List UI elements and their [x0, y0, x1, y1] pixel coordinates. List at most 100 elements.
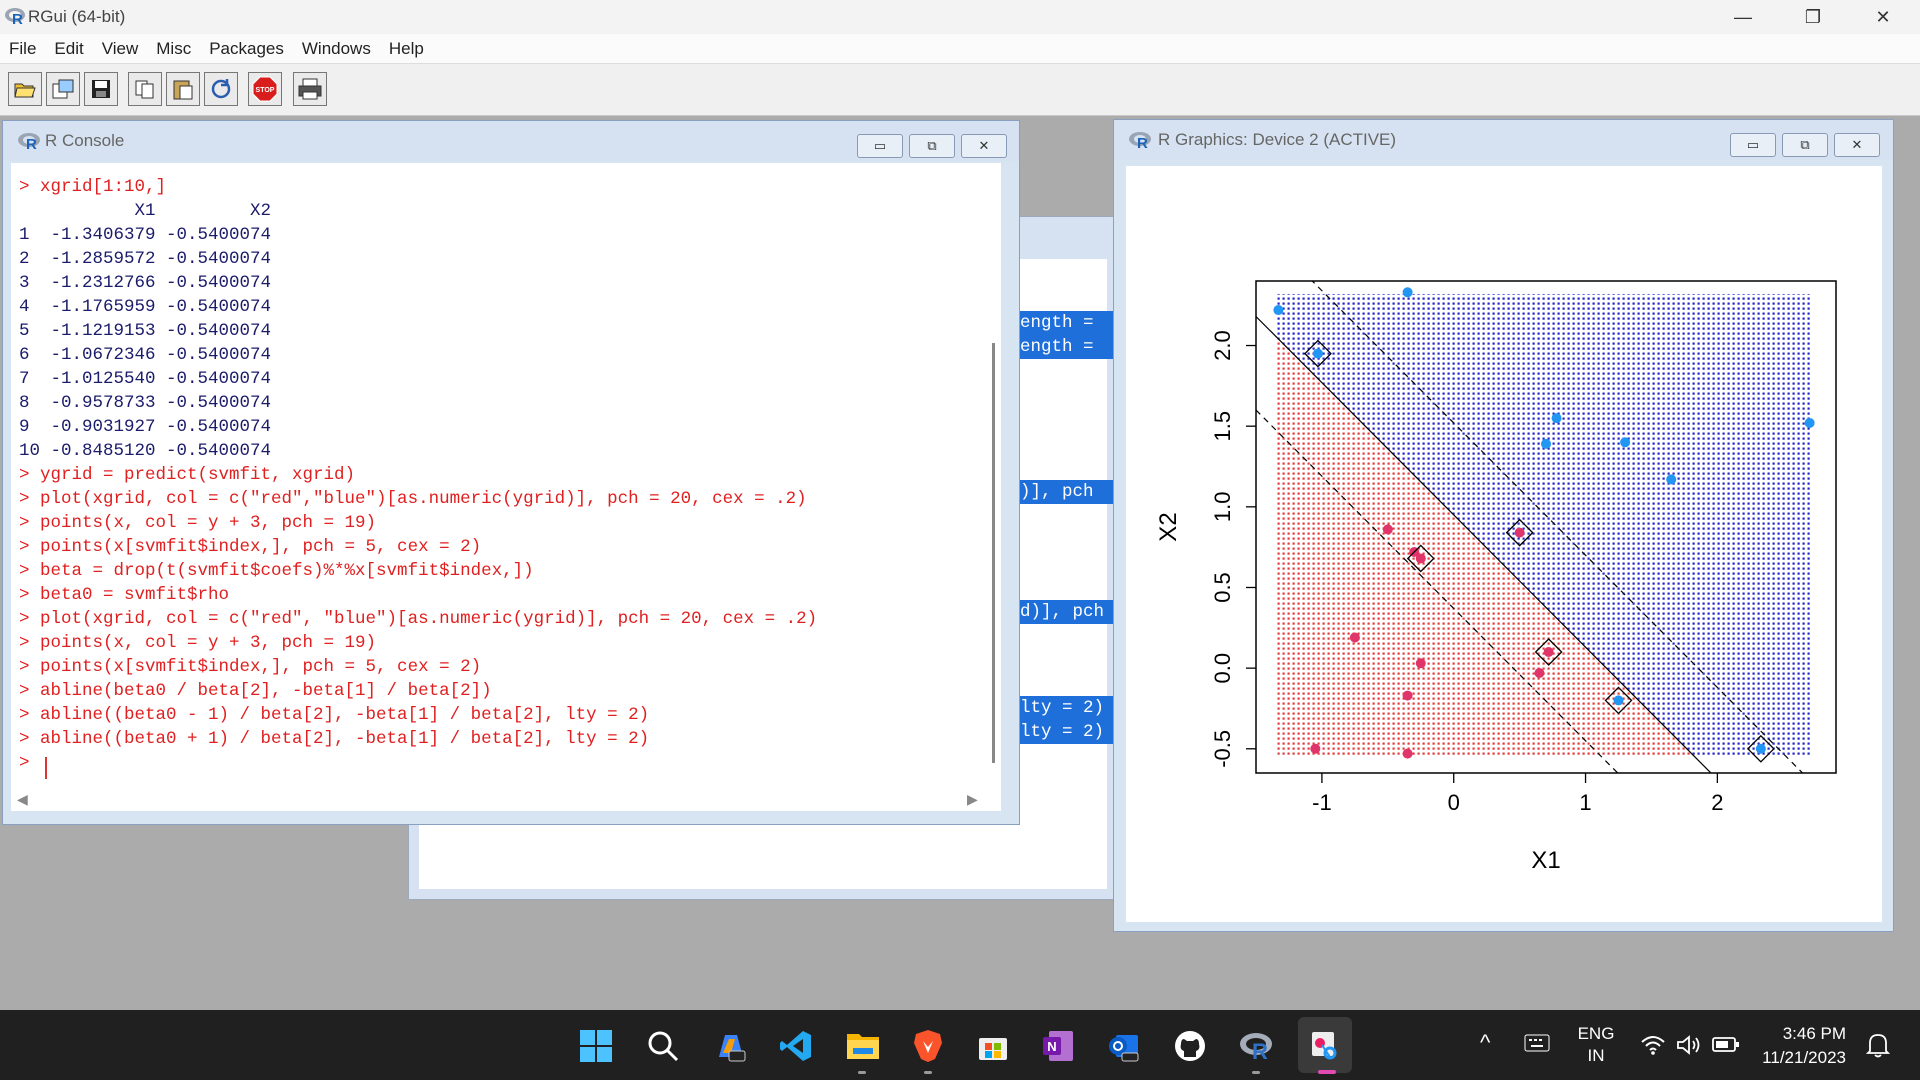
- volume-icon[interactable]: [1676, 1034, 1702, 1061]
- restore-button[interactable]: ❐: [1804, 7, 1822, 27]
- blue-data-point: [1613, 695, 1624, 706]
- notification-bell-icon[interactable]: [1865, 1032, 1891, 1063]
- menu-packages[interactable]: Packages: [209, 39, 284, 58]
- copilot-app[interactable]: [712, 1028, 748, 1064]
- outlook-app[interactable]: [1105, 1028, 1141, 1064]
- stop-icon: STOP: [252, 76, 278, 102]
- stop-button[interactable]: STOP: [248, 72, 282, 106]
- scroll-left-icon[interactable]: ◀: [17, 791, 28, 807]
- battery-icon[interactable]: [1712, 1036, 1740, 1059]
- console-minimize-button[interactable]: ▭: [857, 134, 903, 158]
- y-tick-label: 1.0: [1210, 492, 1235, 523]
- svg-text:R: R: [1252, 1039, 1268, 1062]
- load-workspace-button[interactable]: [46, 72, 80, 106]
- menu-help[interactable]: Help: [388, 39, 424, 58]
- console-output-line: 10 -0.8485120 -0.5400074: [19, 441, 272, 461]
- snipping-tool-app[interactable]: [1307, 1028, 1343, 1064]
- menu-misc[interactable]: Misc: [156, 39, 192, 58]
- blue-data-point: [1551, 413, 1562, 424]
- support-vector-marker: [1505, 518, 1534, 547]
- menu-edit[interactable]: Edit: [54, 39, 84, 58]
- horizontal-scrollbar[interactable]: ◀ ▶: [11, 789, 1001, 811]
- r-graphics-window[interactable]: R R Graphics: Device 2 (ACTIVE) ▭ ⧉ ✕ -1…: [1113, 119, 1894, 932]
- console-command-line: > plot(xgrid, col = c("red","blue")[as.n…: [19, 489, 807, 509]
- menu-view[interactable]: View: [101, 39, 139, 58]
- open-script-button[interactable]: [8, 72, 42, 106]
- windows-icon: [580, 1030, 612, 1062]
- y-tick-label: 0.0: [1210, 653, 1235, 684]
- console-command-line: > points(x[svmfit$index,], pch = 5, cex …: [19, 537, 482, 557]
- graphics-maximize-button[interactable]: ⧉: [1782, 133, 1828, 157]
- language-code: ENG: [1577, 1024, 1615, 1043]
- r-console-window[interactable]: R R Console ▭ ⧉ ✕ > xgrid[1:10,] X1 X2 1 …: [2, 120, 1020, 825]
- clock[interactable]: 3:46 PM 11/21/2023: [1750, 1022, 1846, 1070]
- plot-box: [1255, 280, 1837, 774]
- red-data-point: [1310, 743, 1321, 754]
- support-vector-marker: [1746, 734, 1775, 763]
- vertical-scrollbar[interactable]: [987, 163, 1001, 789]
- red-data-point: [1543, 647, 1554, 658]
- vscode-app[interactable]: [778, 1028, 814, 1064]
- console-output-line: 3 -1.2312766 -0.5400074: [19, 273, 272, 293]
- y-tick-label: 1.5: [1210, 411, 1235, 442]
- close-button[interactable]: ✕: [1875, 7, 1891, 27]
- onenote-app[interactable]: N: [1040, 1028, 1076, 1064]
- red-data-point: [1415, 553, 1426, 564]
- start-button[interactable]: [578, 1028, 614, 1064]
- console-command-line: > abline(beta0 / beta[2], -beta[1] / bet…: [19, 681, 492, 701]
- minimize-button[interactable]: —: [1734, 7, 1752, 27]
- highlight-fragment: lty = 2): [1018, 696, 1114, 720]
- margin-line: [1311, 281, 1804, 773]
- red-data-point: [1349, 632, 1360, 643]
- r-logo-icon: R: [5, 8, 25, 26]
- paste-button[interactable]: [166, 72, 200, 106]
- console-command-line: > xgrid[1:10,]: [19, 177, 167, 197]
- r-gui-app[interactable]: R: [1238, 1028, 1274, 1064]
- print-button[interactable]: [293, 72, 327, 106]
- folder-icon: [847, 1034, 879, 1059]
- margin-line: [1256, 409, 1619, 773]
- r-logo-icon: R: [1240, 1033, 1272, 1062]
- copy-button[interactable]: [128, 72, 162, 106]
- red-data-point: [1534, 667, 1545, 678]
- refresh-button[interactable]: [204, 72, 238, 106]
- toolbar: STOP: [0, 64, 1920, 116]
- console-command-line: > abline((beta0 - 1) / beta[2], -beta[1]…: [19, 705, 650, 725]
- console-command-line: > ygrid = predict(svmfit, xgrid): [19, 465, 356, 485]
- graphics-title: R Graphics: Device 2 (ACTIVE): [1158, 130, 1397, 149]
- red-data-point: [1514, 527, 1525, 538]
- wifi-icon[interactable]: [1640, 1034, 1666, 1061]
- microsoft-store-app[interactable]: [975, 1028, 1011, 1064]
- scrollbar-thumb[interactable]: [992, 343, 995, 763]
- scroll-right-icon[interactable]: ▶: [967, 791, 978, 807]
- menu-windows[interactable]: Windows: [301, 39, 371, 58]
- grid-region-blue: [1275, 293, 1813, 756]
- highlight-fragment: ength =: [1018, 335, 1114, 359]
- vscode-icon: [780, 1031, 811, 1061]
- plot-canvas: -1 0 1 2 -0.5 0.0 0.5 1.0 1.5 2.0 X1 X2: [1126, 166, 1882, 922]
- decision-boundary-line: [1256, 316, 1712, 773]
- outlook-icon: [1109, 1035, 1139, 1062]
- blue-data-point: [1541, 438, 1551, 449]
- console-output-line: 2 -1.2859572 -0.5400074: [19, 249, 272, 269]
- console-maximize-button[interactable]: ⧉: [909, 134, 955, 158]
- menu-file[interactable]: File: [9, 39, 37, 58]
- brave-browser-app[interactable]: [910, 1028, 946, 1064]
- console-text-area[interactable]: > xgrid[1:10,] X1 X2 1 -1.3406379 -0.5400…: [11, 163, 1001, 789]
- console-close-button[interactable]: ✕: [961, 134, 1007, 158]
- keyboard-icon[interactable]: [1524, 1034, 1550, 1057]
- show-hidden-icons-chevron[interactable]: ^: [1480, 1030, 1491, 1055]
- folder-open-icon: [14, 83, 36, 98]
- save-button[interactable]: [84, 72, 118, 106]
- svg-text:R: R: [1137, 135, 1148, 150]
- console-title-bar: R R Console ▭ ⧉ ✕: [3, 121, 1019, 161]
- file-explorer-app[interactable]: [845, 1028, 881, 1064]
- language-indicator[interactable]: ENG IN: [1576, 1023, 1616, 1067]
- graphics-close-button[interactable]: ✕: [1834, 133, 1880, 157]
- blue-data-point: [1402, 287, 1413, 298]
- svg-text:N: N: [1047, 1039, 1056, 1054]
- search-button[interactable]: [645, 1028, 681, 1064]
- text-cursor: [45, 757, 47, 779]
- github-app[interactable]: [1172, 1028, 1208, 1064]
- graphics-minimize-button[interactable]: ▭: [1730, 133, 1776, 157]
